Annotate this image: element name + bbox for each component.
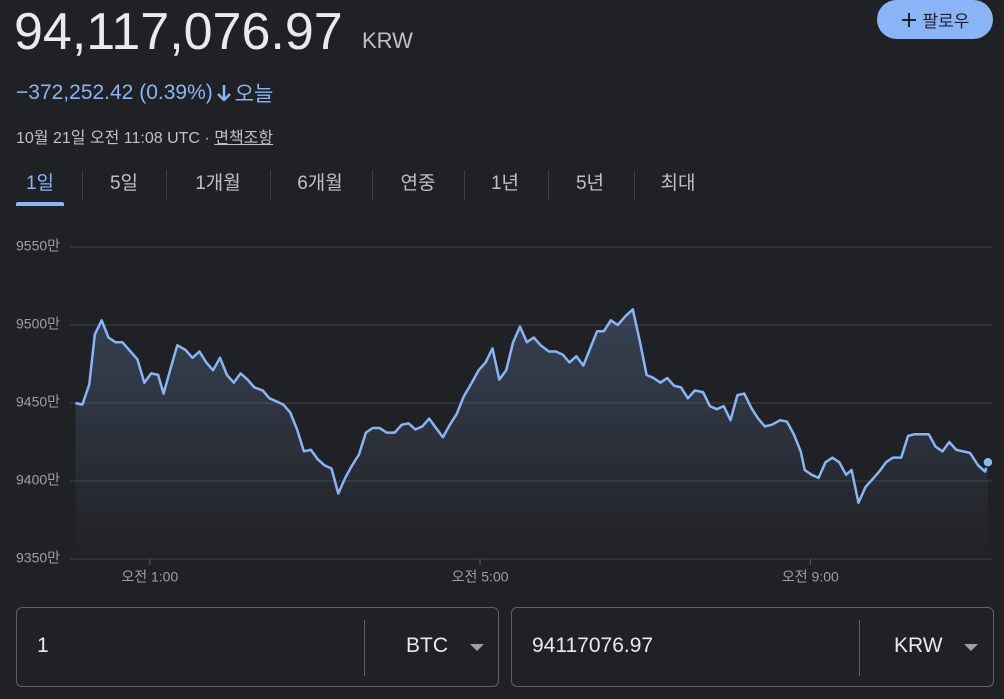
from-currency[interactable]: BTC bbox=[406, 634, 448, 657]
dropdown-icon bbox=[470, 644, 484, 651]
timestamp: 10월 21일 오전 11:08 UTC bbox=[16, 130, 200, 147]
y-tick-label: 9500만 bbox=[16, 316, 60, 332]
x-tick-label: 오전 5:00 bbox=[452, 569, 509, 585]
tab-separator bbox=[548, 170, 549, 200]
area bbox=[75, 309, 988, 559]
range-tab[interactable]: 1년 bbox=[490, 173, 520, 194]
tab-separator bbox=[82, 170, 83, 200]
x-tick-label: 오전 9:00 bbox=[782, 569, 839, 585]
tab-separator bbox=[270, 170, 271, 200]
y-tick-label: 9550만 bbox=[16, 238, 60, 254]
to-amount[interactable]: 94117076.97 bbox=[532, 634, 654, 657]
y-tick-label: 9350만 bbox=[16, 550, 60, 566]
y-tick-label: 9450만 bbox=[16, 394, 60, 410]
range-tab[interactable]: 1개월 bbox=[195, 173, 241, 194]
last-point bbox=[982, 456, 994, 469]
change-period: 오늘 bbox=[234, 83, 274, 106]
divider bbox=[364, 620, 365, 676]
price-change: −372,252.42 (0.39%) 오늘 bbox=[16, 78, 273, 108]
line bbox=[75, 308, 990, 505]
tab-separator bbox=[166, 170, 167, 200]
tab-separator bbox=[464, 170, 465, 200]
range-tab[interactable]: 5일 bbox=[109, 173, 139, 194]
divider bbox=[859, 620, 860, 676]
follow-label: 팔로우 bbox=[922, 12, 970, 31]
selected-indicator bbox=[16, 202, 64, 206]
dropdown-icon bbox=[964, 644, 978, 651]
change-value: −372,252.42 (0.39%) bbox=[16, 81, 213, 104]
currency: KRW bbox=[362, 28, 413, 53]
range-tab[interactable]: 연중 bbox=[400, 173, 436, 194]
down-arrow bbox=[216, 85, 231, 102]
from-amount[interactable]: 1 bbox=[37, 634, 49, 657]
from-box[interactable]: 1 BTC bbox=[16, 607, 499, 687]
to-box[interactable]: 94117076.97 KRW bbox=[511, 607, 994, 687]
range-tab[interactable]: 5년 bbox=[575, 173, 605, 194]
price: 94,117,076.97 bbox=[14, 3, 343, 61]
range-tab[interactable]: 1일 bbox=[25, 173, 55, 194]
plus-icon bbox=[901, 12, 916, 27]
follow-button[interactable]: 팔로우 bbox=[877, 0, 993, 39]
disclaimer-link[interactable]: 면책조항 bbox=[214, 130, 274, 147]
to-currency[interactable]: KRW bbox=[894, 634, 943, 657]
tab-separator bbox=[372, 170, 373, 200]
timestamp-line: 10월 21일 오전 11:08 UTC · 면책조항 bbox=[16, 124, 273, 148]
x-tick-label: 오전 1:00 bbox=[121, 569, 178, 585]
y-tick-label: 9400만 bbox=[16, 472, 60, 488]
range-tab[interactable]: 최대 bbox=[660, 173, 696, 194]
separator: · bbox=[204, 130, 210, 147]
range-tab[interactable]: 6개월 bbox=[297, 173, 343, 194]
tab-separator bbox=[634, 170, 635, 200]
